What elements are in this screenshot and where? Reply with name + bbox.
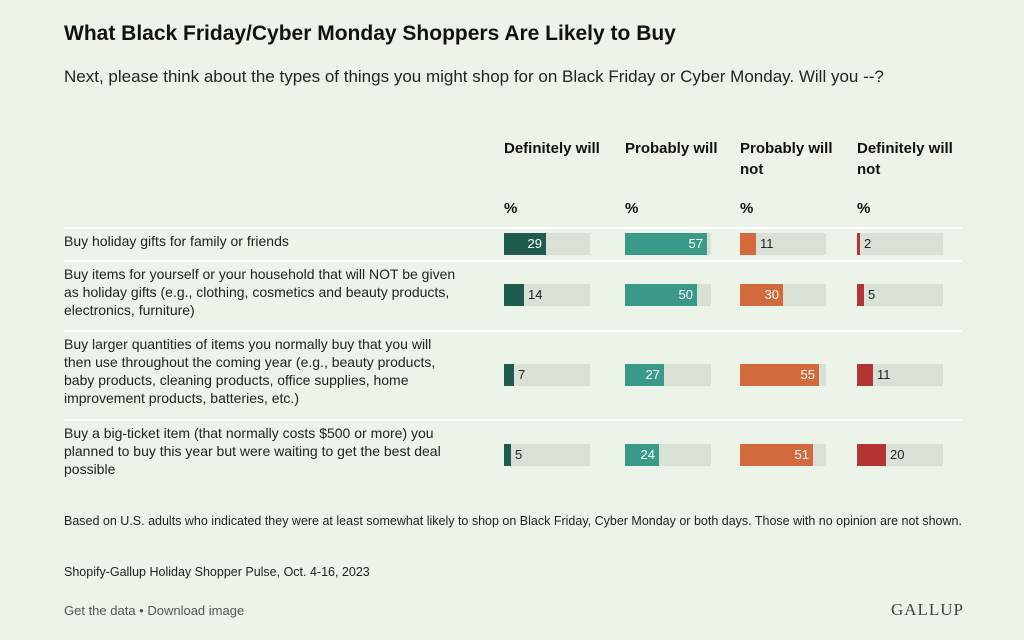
- gallup-logo: GALLUP: [890, 600, 964, 619]
- bar-track: 51: [740, 444, 826, 466]
- bar-value-label: 29: [527, 236, 542, 251]
- bar: [625, 444, 659, 466]
- row-label: Buy a big-ticket item (that normally cos…: [64, 425, 441, 477]
- bar-value-label: 50: [678, 287, 693, 302]
- bar: [857, 284, 864, 306]
- column-header: Definitely will not: [857, 140, 953, 178]
- bar: [504, 284, 524, 306]
- bar: [857, 364, 873, 386]
- row-label: Buy larger quantities of items you norma…: [64, 336, 436, 406]
- bar-track: 57: [625, 233, 711, 255]
- footnote: Based on U.S. adults who indicated they …: [64, 514, 962, 528]
- bar-track: 30: [740, 284, 826, 306]
- bar: [857, 444, 886, 466]
- row-divider: [64, 330, 962, 332]
- bar-value-label: 51: [794, 447, 809, 462]
- row-divider: [64, 227, 962, 229]
- unit-label: %: [625, 200, 639, 217]
- bar-value-label: 20: [890, 447, 905, 462]
- row-label: Buy holiday gifts for family or friends: [64, 233, 289, 249]
- bar: [857, 233, 860, 255]
- column-header: Probably will: [625, 140, 718, 157]
- bar-value-label: 57: [688, 236, 703, 251]
- bar-track: 11: [740, 233, 826, 255]
- bar: [625, 233, 707, 255]
- bar-track: 14: [504, 284, 590, 306]
- row-divider: [64, 419, 962, 421]
- bar: [504, 444, 511, 466]
- bar-value-label: 5: [868, 287, 876, 302]
- bar: [740, 233, 756, 255]
- bar-track: 11: [857, 364, 943, 386]
- bar-track: 50: [625, 284, 711, 306]
- bar-value-label: 55: [800, 367, 815, 382]
- bar: [625, 284, 697, 306]
- bar: [504, 364, 514, 386]
- chart-subtitle: Next, please think about the types of th…: [64, 67, 884, 86]
- row-label: Buy items for yourself or your household…: [64, 266, 456, 318]
- bar-value-label: 30: [764, 287, 779, 302]
- bar-value-label: 7: [518, 367, 526, 382]
- bar-track: 2: [857, 233, 943, 255]
- bar: [740, 444, 813, 466]
- bar-value-label: 11: [760, 236, 774, 251]
- bar-value-label: 5: [515, 447, 523, 462]
- bar-value-label: 14: [528, 287, 543, 302]
- link-separator: •: [135, 603, 148, 618]
- bar-value-label: 27: [645, 367, 660, 382]
- get-data-link[interactable]: Get the data: [64, 603, 136, 618]
- unit-label: %: [857, 200, 871, 217]
- chart-title: What Black Friday/Cyber Monday Shoppers …: [64, 22, 676, 45]
- bar-track: 7: [504, 364, 590, 386]
- source-note: Shopify-Gallup Holiday Shopper Pulse, Oc…: [64, 565, 370, 579]
- bar-track: 27: [625, 364, 711, 386]
- bar-track: 5: [504, 444, 590, 466]
- column-header: Probably will not: [740, 140, 833, 178]
- unit-label: %: [740, 200, 754, 217]
- unit-label: %: [504, 200, 518, 217]
- bar-value-label: 11: [877, 367, 891, 382]
- bar-value-label: 2: [864, 236, 872, 251]
- bar-track: 24: [625, 444, 711, 466]
- bar: [504, 233, 546, 255]
- column-header: Definitely will: [504, 140, 600, 157]
- download-image-link[interactable]: Download image: [147, 603, 245, 618]
- bar: [740, 284, 783, 306]
- bar-track: 29: [504, 233, 590, 255]
- bar: [625, 364, 664, 386]
- bar: [740, 364, 819, 386]
- row-divider: [64, 260, 962, 262]
- bar-track: 5: [857, 284, 943, 306]
- links-bar: Get the data • Download image: [64, 603, 244, 618]
- bar-value-label: 24: [640, 447, 655, 462]
- bar-track: 20: [857, 444, 943, 466]
- bar-track: 55: [740, 364, 826, 386]
